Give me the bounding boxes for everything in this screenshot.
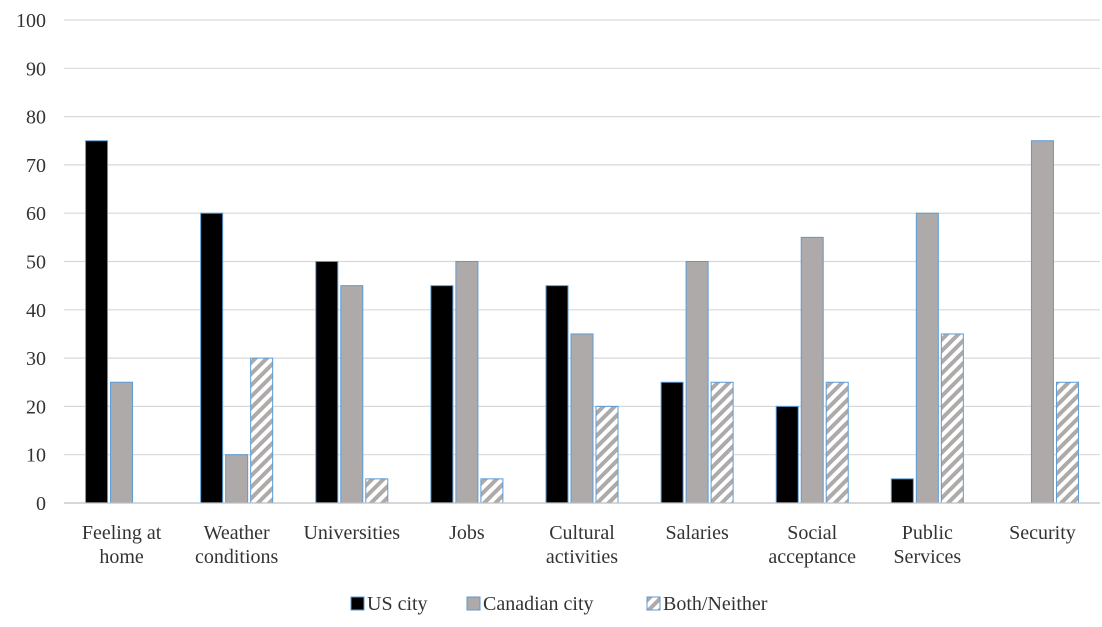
bar-us-city [660,381,684,504]
bar-both-neither [480,478,504,504]
bar-both-neither [825,381,849,504]
bar-canadian-city [570,333,594,504]
legend-label: US city [367,593,428,615]
bar-both-neither [710,381,734,504]
x-tick-label: activities [546,546,618,568]
y-tick-label: 80 [26,107,46,129]
legend-swatch [350,596,365,611]
bar-canadian-city [915,212,939,504]
bar-both-neither [250,357,274,504]
bar-canadian-city [800,236,824,504]
y-tick-label: 70 [26,155,46,177]
y-tick-label: 10 [26,445,46,467]
legend: US city Canadian city Both/Neither [350,593,768,615]
bar-canadian-city [685,261,709,504]
y-tick-label: 0 [36,493,46,515]
bars [85,140,1079,504]
y-tick-label: 50 [26,252,46,274]
x-tick-label: home [99,546,144,568]
bar-us-city [430,285,454,504]
x-tick-label: Feeling at [82,522,162,544]
x-tick-label: Jobs [449,522,485,544]
bar-us-city [545,285,569,504]
bar-both-neither [365,478,389,504]
x-tick-label: Security [1009,522,1076,544]
gridlines [64,19,1100,456]
x-tick-label: Salaries [665,522,729,544]
x-tick-label: Cultural [549,522,615,544]
bar-canadian-city [110,381,134,504]
legend-swatch [646,596,661,611]
legend-label: Canadian city [483,593,594,615]
bar-canadian-city [455,261,479,504]
y-tick-label: 40 [26,300,46,322]
y-tick-label: 100 [16,10,46,32]
bar-canadian-city [340,285,364,504]
x-tick-label: Services [893,546,961,568]
bar-us-city [200,212,224,504]
legend-swatch [466,596,481,611]
bar-us-city [775,405,799,504]
y-tick-label: 90 [26,58,46,80]
bar-us-city [890,478,914,504]
bar-canadian-city [1030,140,1054,504]
bar-us-city [315,261,339,504]
x-tick-label: conditions [195,546,279,568]
y-tick-label: 60 [26,203,46,225]
y-tick-label: 20 [26,396,46,418]
x-tick-label: Weather [204,522,270,544]
bar-both-neither [940,333,964,504]
bar-both-neither [1055,381,1079,504]
bar-us-city [85,140,109,504]
x-tick-label: acceptance [768,546,856,568]
y-tick-label: 30 [26,348,46,370]
x-tick-label: Social [787,522,837,544]
x-tick-label: Universities [303,522,400,544]
legend-label: Both/Neither [663,593,768,615]
bar-canadian-city [225,454,249,504]
x-tick-label: Public [902,522,953,544]
bar-both-neither [595,405,619,504]
